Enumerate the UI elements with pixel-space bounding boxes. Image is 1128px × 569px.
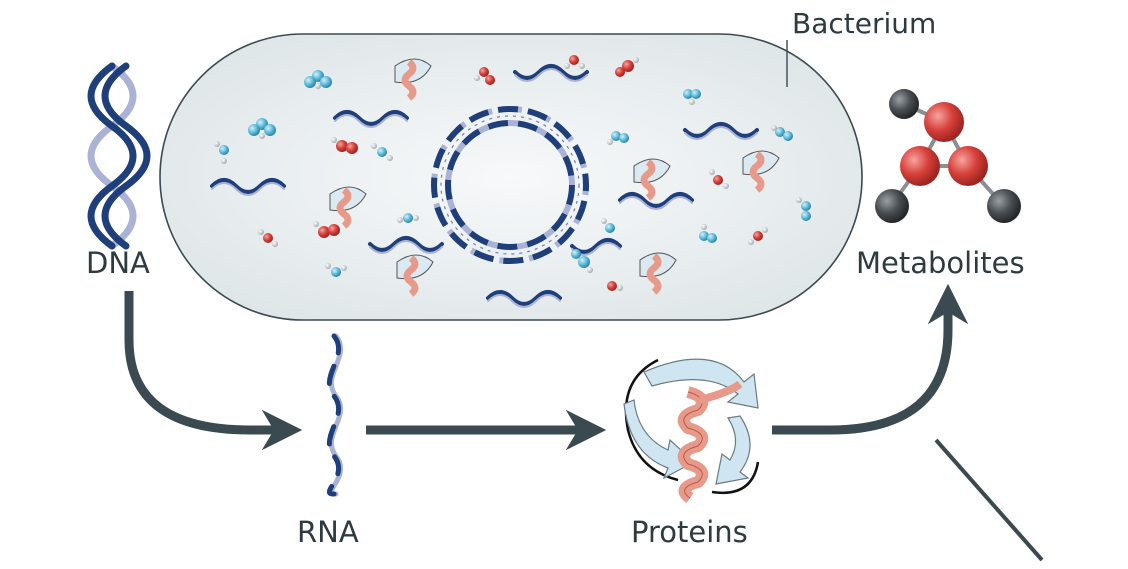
cell-protein-icons <box>329 58 780 297</box>
arrow-dna-to-rna <box>124 291 303 451</box>
arrow-proteins-to-metabolites <box>772 283 969 435</box>
metabolite-molecule-icon <box>875 89 1021 223</box>
bacterium-label: Bacterium <box>792 7 937 40</box>
dna-label: DNA <box>86 246 150 280</box>
cell-rna-ribbons <box>210 64 759 308</box>
bacterium-cell <box>159 33 863 321</box>
proteins-label: Proteins <box>631 515 748 549</box>
diagonal-line <box>934 438 1044 562</box>
cell-molecule-icons <box>214 55 811 291</box>
protein-structure-icon <box>623 358 760 503</box>
rna-label: RNA <box>297 515 359 549</box>
rna-strand-icon <box>326 333 344 497</box>
dna-helix-icon <box>87 62 151 250</box>
circular-dna-icon <box>431 106 589 264</box>
metabolites-label: Metabolites <box>856 246 1025 280</box>
